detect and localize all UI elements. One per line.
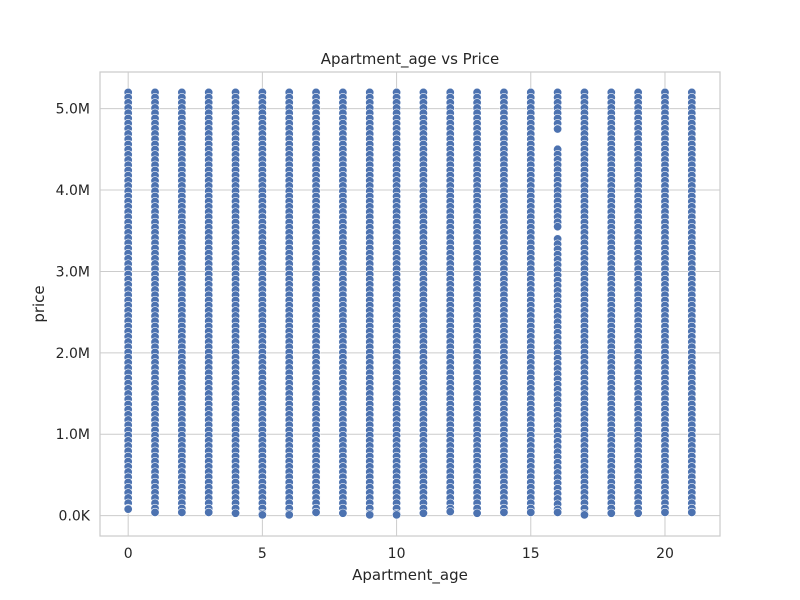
data-point (472, 508, 482, 518)
x-tick-label: 10 (388, 546, 406, 562)
data-point (526, 507, 536, 517)
x-tick-label: 0 (124, 546, 133, 562)
data-point (257, 510, 267, 520)
x-tick-label: 15 (522, 546, 540, 562)
chart-title: Apartment_age vs Price (321, 50, 500, 69)
y-tick-label: 2.0M (56, 346, 90, 362)
data-point (204, 507, 214, 517)
data-point (633, 508, 643, 518)
data-point (579, 510, 589, 520)
data-point (231, 508, 241, 518)
y-tick-labels: 0.0K 1.0M 2.0M 3.0M 4.0M 5.0M (56, 102, 91, 525)
x-tick-label: 5 (258, 546, 267, 562)
x-tick-label: 20 (656, 546, 674, 562)
data-point (606, 508, 616, 518)
data-point (150, 507, 160, 517)
data-point (553, 222, 563, 232)
data-point (338, 508, 348, 518)
x-tick-labels: 0 5 10 15 20 (124, 546, 674, 562)
data-point (392, 510, 402, 520)
data-point (687, 507, 697, 517)
y-tick-label: 3.0M (56, 264, 90, 280)
data-point (660, 507, 670, 517)
data-point (553, 124, 563, 134)
data-point (445, 507, 455, 517)
y-tick-label: 4.0M (56, 183, 90, 199)
data-point (311, 507, 321, 517)
y-tick-label: 0.0K (59, 509, 91, 525)
data-point (418, 508, 428, 518)
plot-frame (99, 71, 721, 537)
x-axis-label: Apartment_age (352, 566, 468, 585)
data-points (123, 87, 697, 520)
y-tick-label: 1.0M (56, 427, 90, 443)
y-tick-label: 5.0M (56, 102, 90, 118)
data-point (284, 510, 294, 520)
data-point (177, 507, 187, 517)
grid-lines (100, 72, 720, 536)
data-point (499, 507, 509, 517)
y-axis-label: price (30, 285, 48, 322)
data-point (365, 510, 375, 520)
data-point (553, 507, 563, 517)
data-point (123, 504, 133, 514)
